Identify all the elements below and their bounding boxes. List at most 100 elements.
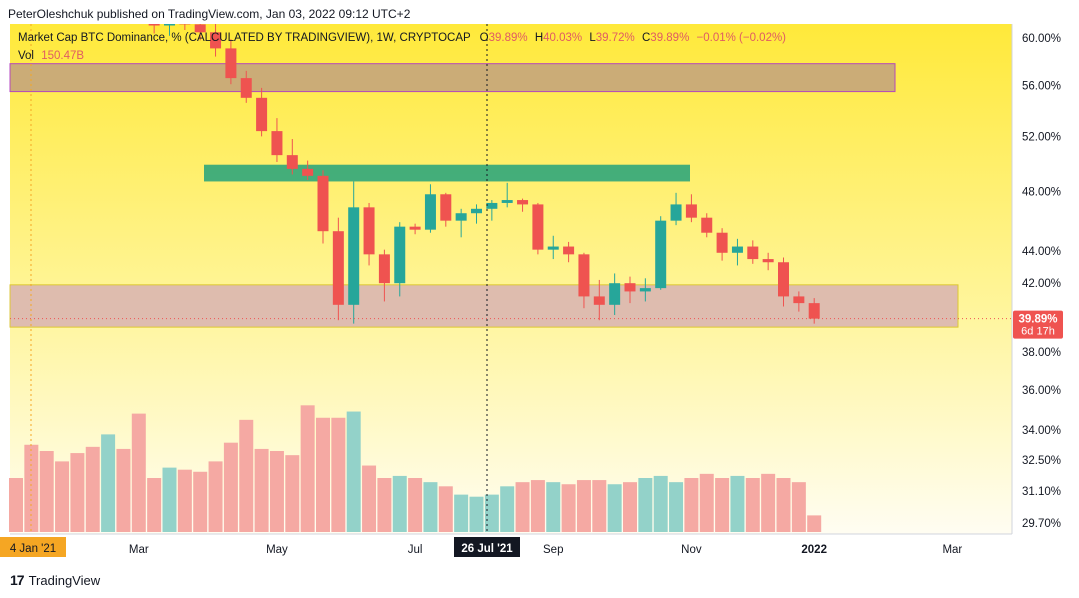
candle: [593, 279, 605, 321]
candle-body: [471, 208, 482, 214]
volume-bar: [392, 475, 407, 532]
start-date-tag: [0, 537, 66, 557]
candle: [271, 118, 283, 162]
candle-body: [302, 168, 314, 176]
candle: [486, 200, 498, 221]
candle: [639, 278, 651, 302]
x-tick-label: Jul: [408, 544, 423, 556]
volume-bar: [576, 480, 591, 532]
legend-open-label: O: [479, 32, 489, 44]
volume-bar: [469, 496, 484, 532]
start-date-label: 4 Jan '21: [10, 543, 56, 555]
candle-body: [271, 131, 283, 156]
volume-bar: [684, 478, 699, 532]
candle: [547, 235, 559, 260]
candle: [747, 240, 759, 264]
legend-low-value: 39.72%: [595, 32, 635, 44]
volume-bar: [55, 461, 70, 532]
brand-name: TradingView: [28, 572, 101, 588]
legend-high-value: 40.03%: [543, 32, 583, 44]
candle: [532, 202, 544, 255]
legend-high-label: H: [534, 32, 544, 44]
candle: [332, 217, 344, 321]
candle: [655, 216, 667, 290]
candle: [716, 228, 728, 261]
candle-body: [486, 202, 498, 209]
candle-body: [731, 246, 743, 253]
y-tick-label: 32.50%: [1022, 455, 1061, 467]
candle-body: [363, 207, 375, 255]
candle-body: [394, 226, 406, 284]
chart-legend: Market Cap BTC Dominance, % (CALCULATED …: [18, 32, 786, 44]
tradingview-logo-icon: 17: [10, 572, 25, 588]
candle: [762, 252, 774, 271]
legend-open-value: 39.89%: [488, 32, 528, 44]
candle-body: [424, 194, 436, 230]
plot-background: [10, 24, 1012, 534]
legend-close-label: C: [641, 32, 651, 44]
candle: [409, 223, 421, 235]
volume-bar: [300, 405, 315, 532]
y-tick-label: 38.00%: [1022, 347, 1061, 359]
x-tick-label: 2022: [801, 544, 827, 556]
volume-bar: [377, 478, 392, 532]
candle: [455, 208, 467, 238]
volume-bar: [408, 478, 423, 532]
y-tick-label: 52.00%: [1022, 131, 1061, 143]
candle-body: [639, 288, 651, 292]
candle: [378, 249, 390, 302]
candle-body: [440, 194, 452, 221]
volume-bar: [423, 482, 438, 532]
mid-zone: [204, 164, 690, 182]
volume-bar: [131, 413, 146, 532]
candle: [210, 23, 222, 57]
candlestick-chart[interactable]: 60.00% 56.00% 52.00% 48.00% 44.00% 42.00% 38.0…: [0, 0, 1079, 564]
volume-bar: [24, 444, 39, 532]
tradingview-branding[interactable]: 17 TradingView: [10, 572, 100, 588]
volume-bar: [807, 515, 822, 532]
support-zone: [9, 284, 959, 328]
volume-bar: [454, 494, 469, 532]
legend-low-label: L: [589, 32, 596, 44]
candle: [363, 202, 375, 266]
candle: [563, 241, 575, 263]
volume-bar: [177, 469, 192, 532]
volume-bar: [147, 478, 162, 532]
candle-body: [778, 262, 789, 297]
candle: [701, 213, 713, 238]
candle-body: [593, 296, 605, 305]
volume-bar: [116, 448, 131, 532]
candle-body: [194, 24, 206, 33]
candle-body: [409, 226, 421, 230]
candle: [317, 170, 329, 244]
chart-area[interactable]: 60.00% 56.00% 52.00% 48.00% 44.00% 42.00% 38.0…: [0, 0, 1079, 564]
y-tick-label: 36.00%: [1022, 385, 1061, 397]
candle: [501, 182, 513, 208]
volume-bar: [669, 482, 684, 532]
candle-body: [547, 246, 559, 250]
volume-bar: [193, 471, 208, 532]
candle: [286, 139, 298, 175]
volume-bar: [592, 480, 607, 532]
candle: [225, 39, 237, 85]
candle: [302, 160, 314, 181]
volume-bar: [223, 442, 238, 532]
y-tick-label: 42.00%: [1022, 278, 1061, 290]
candle-body: [762, 259, 774, 263]
candle-body: [286, 155, 298, 169]
published-by-line: PeterOleshchuk published on TradingView.…: [8, 7, 411, 21]
candle-body: [517, 200, 529, 205]
candle: [670, 192, 682, 226]
legend-symbol: Market Cap BTC Dominance, % (CALCULATED …: [18, 32, 471, 44]
candle-body: [240, 78, 252, 98]
candle: [808, 298, 820, 324]
candle-body: [256, 97, 268, 132]
candle-body: [148, 15, 160, 26]
volume-bar: [285, 455, 300, 532]
candle-body: [808, 303, 820, 319]
volume-bar: [761, 473, 776, 532]
candle: [624, 276, 636, 304]
candle-body: [609, 283, 621, 305]
volume-bar: [745, 478, 760, 532]
candle: [578, 252, 590, 309]
